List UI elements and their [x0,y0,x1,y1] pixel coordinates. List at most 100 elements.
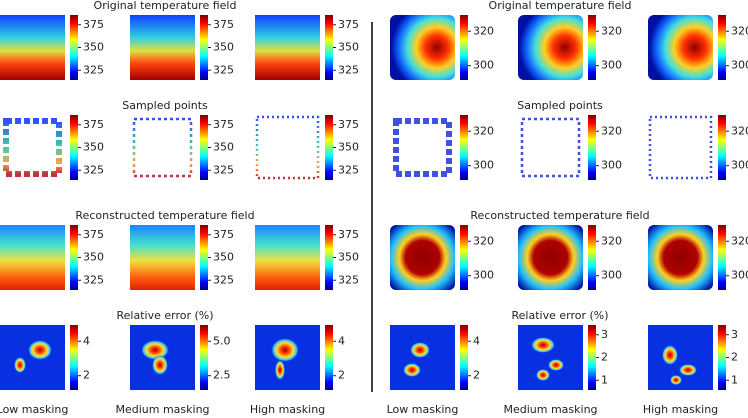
colorbar [200,325,208,390]
row-title: Reconstructed temperature field [75,209,254,222]
colorbar [325,115,333,180]
colorbar-tick-label: 3 [601,328,608,341]
error-spot [271,338,299,362]
colorbar-tick-label: 4 [473,334,480,347]
colorbar [718,225,726,290]
colorbar-tick-label: 2 [83,369,90,382]
sampled-points [132,117,193,178]
field-image [130,15,195,80]
field-image [518,15,583,80]
colorbar-tick-label: 350 [338,41,359,54]
error-spot [531,337,555,353]
field-image [0,15,65,80]
colorbar-tick-label: 375 [213,118,234,131]
colorbar [588,325,596,390]
colorbar-tick-label: 2 [731,351,738,364]
colorbar-tick-label: 2 [473,369,480,382]
colorbar-tick-label: 375 [213,228,234,241]
colorbar [70,225,78,290]
colorbar-tick-label: 350 [338,251,359,264]
sampled-points [255,115,320,180]
colorbar-tick-label: 350 [83,251,104,264]
row-title: Original temperature field [489,0,632,12]
reconstructed-image [648,225,713,290]
colorbar-tick-label: 300 [601,159,622,172]
colorbar-tick-label: 350 [83,41,104,54]
error-spot [548,359,564,371]
colorbar [460,115,468,180]
error-spot [275,360,285,380]
error-spot [536,369,550,381]
sampled-points [648,115,713,180]
column-label: Low masking [0,403,68,416]
colorbar-tick-label: 300 [473,269,494,282]
colorbar [460,15,468,80]
colorbar-tick-label: 320 [731,24,748,37]
row-title: Sampled points [122,99,208,112]
column-label: Low masking [387,403,459,416]
error-spot [28,340,52,360]
colorbar-tick-label: 325 [338,163,359,176]
reconstructed-image [518,225,583,290]
colorbar-tick-label: 320 [731,124,748,137]
colorbar-tick-label: 320 [473,24,494,37]
field-image [648,15,713,80]
error-spot [662,345,678,365]
colorbar-tick-label: 325 [83,163,104,176]
colorbar [460,225,468,290]
error-spot [14,357,26,373]
colorbar-tick-label: 300 [731,159,748,172]
error-spot [141,340,169,360]
colorbar [325,225,333,290]
colorbar-tick-label: 325 [213,163,234,176]
colorbar [200,115,208,180]
colorbar-tick-label: 2 [338,369,345,382]
colorbar [460,325,468,390]
row-title: Original temperature field [94,0,237,12]
sampled-points [520,117,581,178]
sampled-points [3,118,62,177]
reconstructed-image [130,225,195,290]
colorbar-tick-label: 325 [83,63,104,76]
colorbar-tick-label: 325 [83,273,104,286]
colorbar-tick-label: 300 [473,59,494,72]
colorbar [70,15,78,80]
colorbar-tick-label: 375 [83,118,104,131]
colorbar [70,115,78,180]
colorbar-tick-label: 350 [83,141,104,154]
colorbar-tick-label: 325 [213,63,234,76]
colorbar-tick-label: 350 [338,141,359,154]
colorbar [588,15,596,80]
colorbar-tick-label: 320 [601,124,622,137]
colorbar [718,15,726,80]
colorbar-tick-label: 2.5 [213,369,231,382]
error-spot [679,364,697,376]
error-spot [403,363,421,377]
colorbar-tick-label: 375 [83,228,104,241]
colorbar [588,225,596,290]
field-image [255,15,320,80]
column-label: Medium masking [503,403,597,416]
colorbar [718,115,726,180]
colorbar [70,325,78,390]
row-title: Reconstructed temperature field [470,209,649,222]
colorbar-tick-label: 375 [213,18,234,31]
row-title: Relative error (%) [511,309,608,322]
colorbar-tick-label: 350 [213,41,234,54]
colorbar-tick-label: 325 [338,63,359,76]
colorbar-tick-label: 4 [83,334,90,347]
colorbar-tick-label: 320 [731,234,748,247]
column-label: High masking [643,403,718,416]
reconstructed-image [390,225,455,290]
colorbar-tick-label: 320 [601,24,622,37]
colorbar-tick-label: 375 [338,118,359,131]
colorbar-tick-label: 325 [338,273,359,286]
error-spot [670,375,682,385]
colorbar-tick-label: 5.0 [213,334,231,347]
column-label: High masking [250,403,325,416]
colorbar-tick-label: 325 [213,273,234,286]
colorbar-tick-label: 350 [213,141,234,154]
colorbar [718,325,726,390]
colorbar-tick-label: 320 [473,234,494,247]
